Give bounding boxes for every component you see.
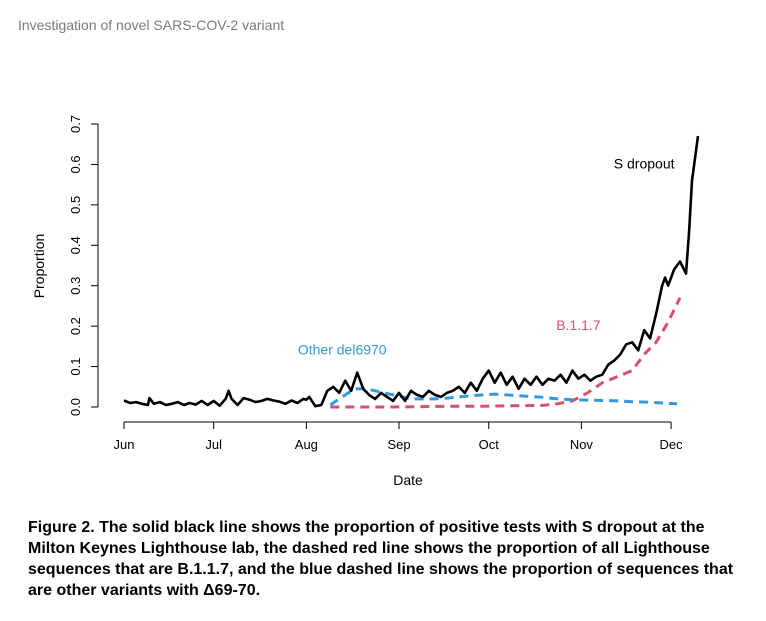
x-tick-label: Aug — [295, 437, 318, 452]
series-layer — [123, 135, 700, 409]
y-axis-label: Proportion — [31, 234, 47, 299]
x-tick-label: Jul — [205, 437, 222, 452]
line-chart: 0.0 0.1 0.2 0.3 0.4 0.5 0.6 0.7 Jun Jul Aug Sep Oct… — [31, 115, 700, 488]
y-tick-label: 0.0 — [68, 398, 83, 416]
series-label-b-1-1-7: B.1.1.7 — [556, 317, 601, 333]
x-axis-label: Date — [393, 472, 423, 488]
series-line-s-dropout — [123, 135, 700, 408]
page-header: Investigation of novel SARS-COV-2 varian… — [18, 17, 285, 33]
label-layer: S dropout B.1.1.7 Other del6970 — [298, 155, 675, 357]
y-tick-label: 0.4 — [68, 236, 83, 254]
x-axis: Jun Jul Aug Sep Oct Nov Dec — [114, 421, 684, 452]
x-tick-label: Oct — [479, 437, 500, 452]
series-line-other-del6970 — [329, 387, 678, 407]
x-tick-label: Nov — [570, 437, 594, 452]
figure-caption: Figure 2. The solid black line shows the… — [28, 519, 734, 599]
series-label-s-dropout: S dropout — [614, 155, 675, 171]
y-tick-label: 0.5 — [68, 196, 83, 214]
y-tick-label: 0.2 — [68, 317, 83, 335]
y-tick-label: 0.7 — [68, 115, 83, 133]
x-tick-label: Dec — [660, 437, 684, 452]
series-label-other-del6970: Other del6970 — [298, 341, 387, 357]
y-tick-label: 0.3 — [68, 277, 83, 295]
x-tick-label: Sep — [387, 437, 410, 452]
y-axis: 0.0 0.1 0.2 0.3 0.4 0.5 0.6 0.7 — [68, 115, 99, 416]
y-tick-label: 0.1 — [68, 358, 83, 376]
y-tick-label: 0.6 — [68, 155, 83, 173]
series-line-b-1-1-7 — [330, 297, 682, 409]
x-tick-label: Jun — [114, 437, 135, 452]
